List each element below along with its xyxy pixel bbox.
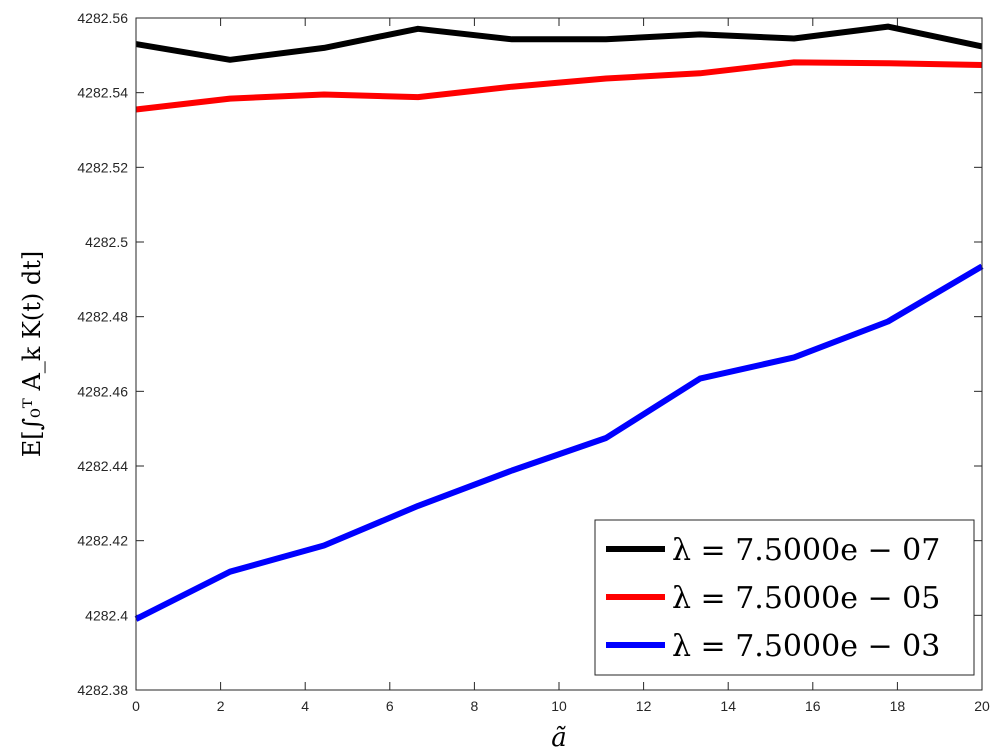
x-tick-label: 18 xyxy=(890,698,906,714)
x-tick-label: 4 xyxy=(301,698,309,714)
y-tick-label: 4282.54 xyxy=(77,85,128,101)
x-tick-label: 10 xyxy=(551,698,567,714)
plot-frame xyxy=(135,17,983,691)
y-tick-label: 4282.46 xyxy=(77,383,128,399)
y-tick-label: 4282.56 xyxy=(77,10,128,26)
x-tick-label: 12 xyxy=(636,698,652,714)
y-tick-label: 4282.38 xyxy=(77,682,128,698)
x-tick-label: 6 xyxy=(386,698,394,714)
x-tick-label: 0 xyxy=(132,698,140,714)
y-tick-label: 4282.52 xyxy=(77,159,128,175)
y-tick-label: 4282.44 xyxy=(77,458,128,474)
x-tick-label: 20 xyxy=(974,698,990,714)
legend-label-2: λ = 7.5000e − 05 xyxy=(672,581,940,616)
series-lines xyxy=(134,23,984,622)
series-line-3 xyxy=(134,263,984,622)
x-tick-label: 16 xyxy=(805,698,821,714)
y-tick-label: 4282.42 xyxy=(77,533,128,549)
y-axis-label: E[∫₀ᵀ A_k K(t) dt] xyxy=(18,251,46,458)
x-tick-label: 8 xyxy=(471,698,479,714)
legend-label-3: λ = 7.5000e − 03 xyxy=(672,629,940,664)
legend-label-1: λ = 7.5000e − 07 xyxy=(672,533,940,568)
y-tick-label: 4282.5 xyxy=(85,234,128,250)
x-tick-label: 14 xyxy=(720,698,736,714)
legend: λ = 7.5000e − 07 λ = 7.5000e − 05 λ = 7.50… xyxy=(594,519,975,676)
series-line-1 xyxy=(135,23,983,63)
series-line-2 xyxy=(135,59,983,113)
y-tick-label: 4282.4 xyxy=(85,607,128,623)
x-axis-label: ã xyxy=(551,723,567,753)
tick-labels: 0 2 4 6 8 10 12 14 16 18 20 4282.38 4282.4 4282.42 428… xyxy=(77,10,990,714)
y-tick-label: 4282.48 xyxy=(77,309,128,325)
x-tick-label: 2 xyxy=(217,698,225,714)
